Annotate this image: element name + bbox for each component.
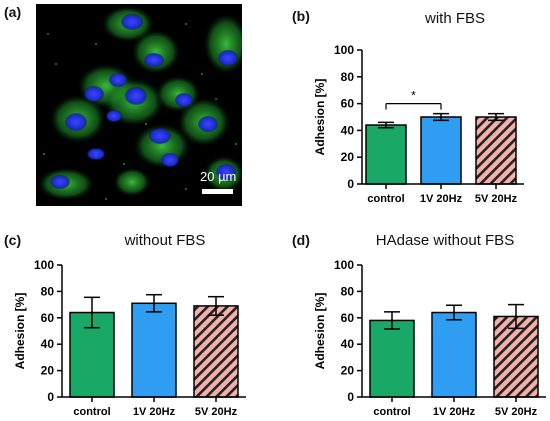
- y-axis-label: Adhesion [%]: [13, 293, 27, 370]
- panel-b-title: with FBS: [424, 10, 485, 27]
- bar-control: [369, 319, 415, 398]
- y-tick-label: 60: [341, 97, 355, 111]
- bar-1v-20hz: [131, 302, 177, 398]
- scale-bar-label: 20 µm: [200, 169, 237, 184]
- bar-5v-20hz: [475, 116, 517, 185]
- y-tick-label: 40: [41, 337, 55, 351]
- y-tick-label: 0: [347, 177, 354, 191]
- y-tick-label: 40: [341, 123, 355, 137]
- x-tick-label: control: [373, 406, 410, 418]
- panel-c-title: without FBS: [124, 232, 206, 249]
- chart-with-fbs: Adhesion [%] 0 20 40 60 80 100 control 1V 20Hz 5V…: [313, 43, 524, 205]
- y-axis-label: Adhesion [%]: [313, 293, 327, 370]
- cell-bodies: [38, 6, 242, 200]
- bar-1v-20hz: [431, 311, 477, 398]
- y-tick-label: 60: [341, 311, 355, 325]
- microscopy-image: 20 µm: [36, 4, 242, 206]
- y-tick-label: 20: [41, 364, 55, 378]
- panel-c-label: (c): [4, 232, 22, 248]
- scale-bar: [202, 189, 233, 194]
- y-tick-label: 0: [47, 390, 54, 404]
- x-tick-label: 5V 20Hz: [475, 193, 518, 205]
- bar-5v-20hz: [193, 305, 239, 398]
- y-tick-label: 20: [341, 364, 355, 378]
- panel-d-title: HAdase without FBS: [375, 232, 515, 249]
- bar-5v-20hz: [493, 315, 539, 398]
- cell-nuclei: [50, 14, 238, 189]
- y-tick-label: 100: [334, 258, 354, 272]
- x-tick-label: 5V 20Hz: [195, 406, 238, 418]
- bar-1v-20hz: [420, 116, 462, 185]
- panel-a-label: (a): [4, 4, 22, 20]
- chart-without-fbs: Adhesion [%] 0 20 40 60 80 100 control 1V 20Hz 5V…: [13, 258, 246, 418]
- cell-fluorescence-image: [36, 4, 242, 206]
- y-tick-label: 100: [34, 258, 54, 272]
- y-tick-label: 80: [41, 284, 55, 298]
- x-tick-label: control: [367, 193, 404, 205]
- x-tick-label: 1V 20Hz: [133, 406, 176, 418]
- y-axis-label: Adhesion [%]: [313, 79, 327, 156]
- x-tick-label: 1V 20Hz: [420, 193, 463, 205]
- y-tick-label: 20: [341, 150, 355, 164]
- speckle-noise: [43, 23, 237, 200]
- x-tick-label: 1V 20Hz: [433, 406, 476, 418]
- x-tick-label: 5V 20Hz: [495, 406, 538, 418]
- y-tick-label: 0: [347, 390, 354, 404]
- y-tick-label: 100: [334, 43, 354, 57]
- y-tick-label: 80: [341, 284, 355, 298]
- y-tick-label: 80: [341, 70, 355, 84]
- chart-hadase-without-fbs: Adhesion [%] 0 20 40 60 80 100 control 1V 20Hz 5V…: [313, 258, 546, 418]
- panel-d-label: (d): [292, 232, 310, 248]
- y-tick-label: 40: [341, 337, 355, 351]
- bar-control: [365, 124, 407, 185]
- panel-b-label: (b): [292, 8, 310, 24]
- x-tick-label: control: [73, 406, 110, 418]
- y-tick-label: 60: [41, 311, 55, 325]
- significance-label: *: [411, 89, 416, 103]
